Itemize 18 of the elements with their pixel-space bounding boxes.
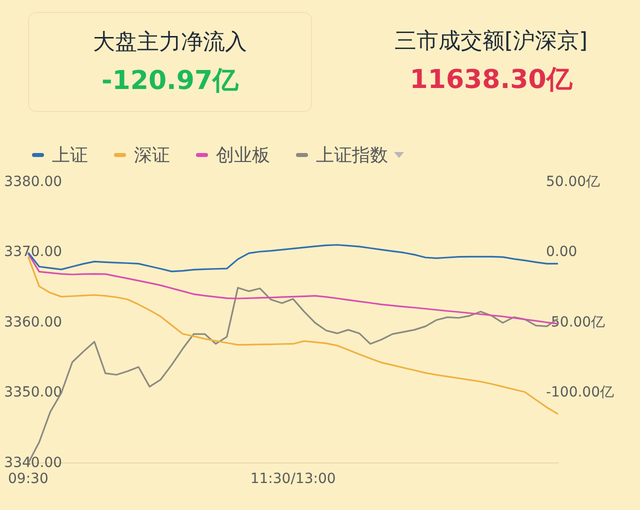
text: -120.97亿: [100, 65, 240, 98]
text: 大盘主力净流入: [92, 29, 248, 57]
y2-tick-label: 50.00亿: [546, 174, 600, 190]
y-tick-label: 3360.00: [4, 314, 62, 330]
y-tick-label: 3340.00: [4, 454, 62, 471]
legend-label: 上证指数: [316, 144, 388, 167]
legend-label: 上证: [52, 144, 88, 167]
y-tick-label: 3380.00: [4, 174, 62, 190]
y-tick-label: 3370.00: [4, 244, 62, 260]
legend-label: 深证: [134, 144, 170, 167]
text: 三市成交额[沪深京]: [393, 28, 589, 56]
x-tick-label: 09:30: [8, 471, 48, 488]
y-tick-label: 3350.00: [4, 384, 62, 401]
x-tick-label: 11:30/13:00: [250, 471, 336, 488]
y2-tick-label: -100.00亿: [546, 384, 614, 401]
y2-tick-label: 0.00: [546, 244, 578, 260]
legend-label: 创业板: [216, 144, 270, 167]
text: 11638.30亿: [408, 64, 574, 97]
